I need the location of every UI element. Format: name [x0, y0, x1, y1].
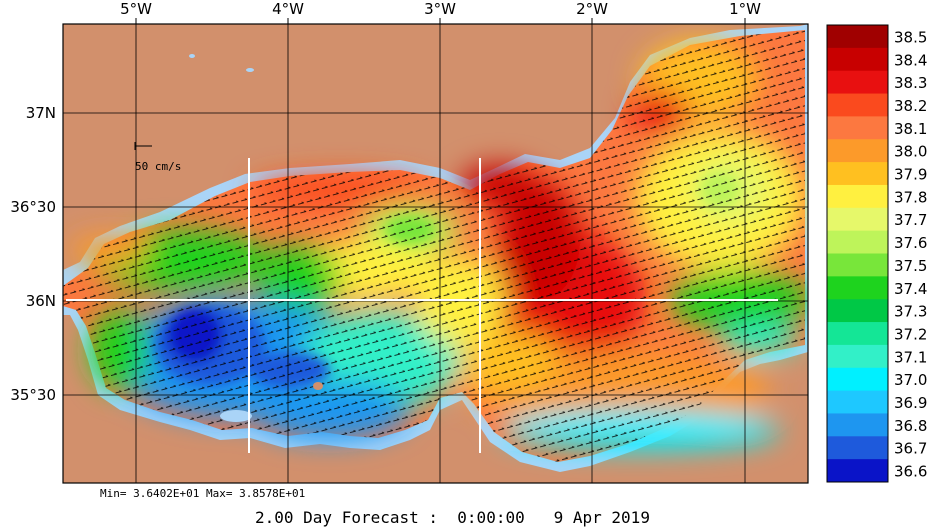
colorbar-label: 36.6	[894, 463, 927, 481]
colorbar-swatch	[827, 184, 888, 209]
colorbar-swatch	[827, 70, 888, 95]
min-max-label: Min= 3.6402E+01 Max= 3.8578E+01	[100, 487, 306, 500]
longitude-labels: 5°W 4°W 3°W 2°W 1°W	[120, 0, 761, 18]
lon-label: 1°W	[729, 0, 761, 18]
colorbar-label: 37.9	[894, 166, 927, 184]
colorbar-swatch	[827, 299, 888, 323]
colorbar-label: 38.1	[894, 120, 927, 138]
colorbar-label: 37.6	[894, 234, 927, 252]
tick-marks	[135, 18, 746, 24]
lat-label: 35°30	[10, 386, 56, 404]
forecast-label: 2.00 Day Forecast : 0:00:00 9 Apr 2019	[255, 508, 650, 527]
lon-label: 3°W	[424, 0, 456, 18]
island	[189, 54, 195, 58]
colorbar-label: 36.9	[894, 394, 927, 412]
colorbar-label: 38.0	[894, 143, 927, 161]
lon-label: 2°W	[576, 0, 608, 18]
lat-label: 36°30	[10, 198, 56, 216]
colorbar-swatch	[827, 47, 888, 72]
colorbar-swatch	[827, 139, 888, 163]
colorbar-swatch	[827, 413, 888, 437]
colorbar-swatch	[827, 116, 888, 140]
island	[220, 410, 252, 422]
colorbar-swatch	[827, 276, 888, 300]
colorbar-swatch	[827, 459, 888, 483]
section-lines	[66, 158, 778, 453]
colorbar-swatch	[827, 162, 888, 186]
colorbar-swatch	[827, 93, 888, 117]
colorbar-swatch	[827, 344, 888, 369]
colorbar-label: 37.2	[894, 325, 927, 343]
colorbar-label: 36.8	[894, 417, 927, 435]
latitude-labels: 37N 36°30 36N 35°30	[10, 104, 56, 404]
colorbar-label: 37.1	[894, 348, 927, 366]
colorbar-swatch	[827, 253, 888, 277]
lon-label: 5°W	[120, 0, 152, 18]
map-frame	[62, 23, 809, 484]
colorbar-swatch	[827, 25, 888, 49]
colorbar-label: 37.7	[894, 211, 927, 229]
lon-label: 4°W	[272, 0, 304, 18]
colorbar-label: 37.0	[894, 371, 927, 389]
scale-label: 50 cm/s	[135, 160, 181, 173]
colorbar-label: 37.8	[894, 188, 927, 206]
colorbar-swatch	[827, 230, 888, 254]
colorbar-label: 38.5	[894, 28, 927, 46]
velocity-scale: 50 cm/s	[134, 142, 181, 173]
colorbar-swatch	[827, 322, 888, 346]
colorbar-label: 37.4	[894, 280, 927, 298]
colorbar-label: 38.4	[894, 51, 927, 69]
colorbar-label: 38.2	[894, 97, 927, 115]
colorbar-swatch	[827, 367, 888, 392]
colorbar-label: 37.3	[894, 303, 927, 321]
colorbar-swatch	[827, 207, 888, 232]
colorbar-swatch	[827, 436, 888, 460]
colorbar-swatch	[827, 390, 888, 414]
island	[246, 68, 254, 72]
island	[313, 382, 323, 390]
lat-label: 36N	[26, 292, 56, 310]
colorbar-label: 38.3	[894, 74, 927, 92]
colorbar-label: 36.7	[894, 440, 927, 458]
colorbar: 38.5 38.4 38.3 38.2 38.1 38.0 37.9 37.8 37.7 37.6…	[826, 24, 927, 483]
colorbar-frame	[826, 24, 889, 483]
colorbar-label: 37.5	[894, 257, 927, 275]
lat-label: 37N	[26, 104, 56, 122]
